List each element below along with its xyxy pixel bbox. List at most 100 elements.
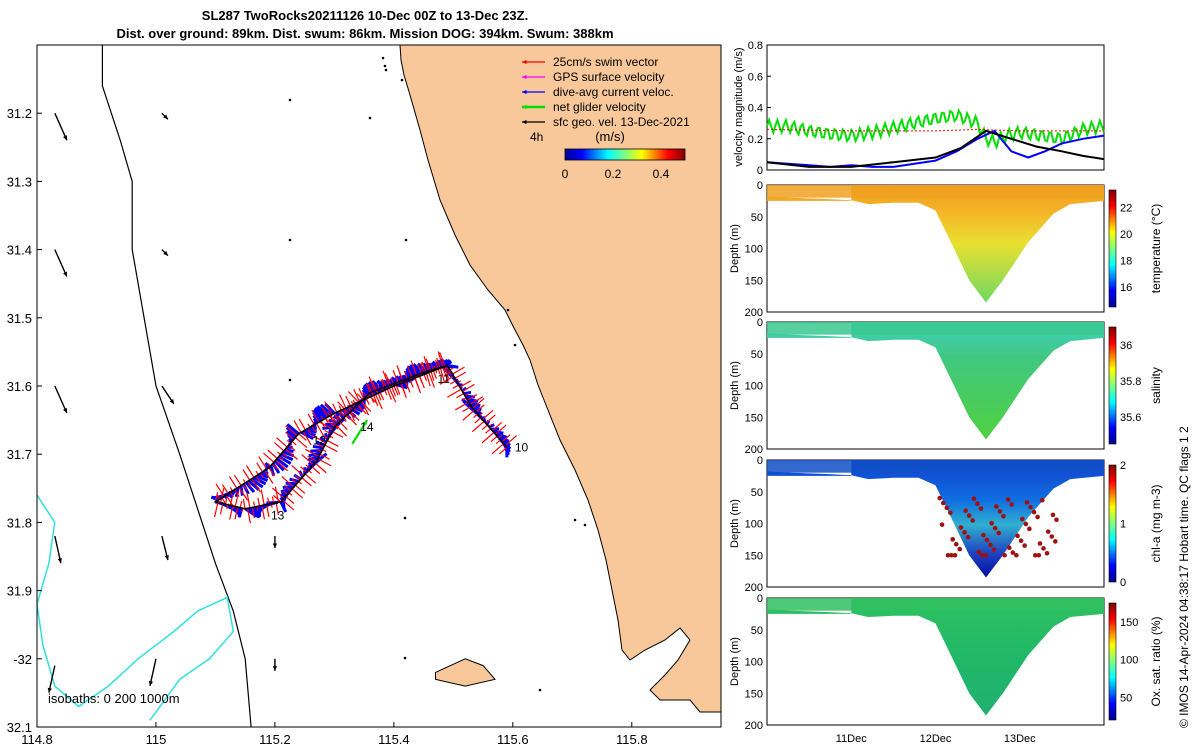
section-colorbar-tick-label: 150: [1120, 617, 1138, 629]
legend-label: 25cm/s swim vector: [553, 55, 658, 69]
velocity-y-tick-label: 0.4: [748, 103, 763, 115]
section-y-tick-label: 50: [751, 487, 763, 499]
track-day-label: 13: [271, 509, 285, 523]
chla-high-point: [971, 496, 977, 502]
coastline-land: [399, 45, 721, 713]
legend-symbol: [522, 59, 545, 65]
reef-dot: [381, 56, 385, 60]
chla-high-point: [944, 505, 950, 511]
section-surface-layer: [767, 185, 1104, 198]
velocity-ylabel: velocity magnitude (m/s): [733, 47, 745, 166]
map-y-tick-label: 31.7: [7, 447, 32, 462]
reef-dot: [403, 516, 407, 520]
section-colorbar-tick-label: 18: [1120, 255, 1132, 267]
reef-dot: [383, 64, 387, 68]
section-colorbar-tick-label: 36: [1120, 340, 1132, 352]
geo-velocity-arrow: [54, 249, 68, 277]
track-map: 10 11 12 13 14 isobaths: 0 200 1000m: [37, 45, 721, 727]
section-y-tick-label: 100: [745, 519, 763, 531]
reef-dot: [513, 343, 517, 347]
velocity-frame: [766, 44, 1105, 171]
section-colorbar-tick-label: 22: [1120, 202, 1132, 214]
geo-velocity-arrow: [161, 249, 169, 257]
chla-high-point: [1041, 546, 1046, 551]
isobath-label: isobaths: 0 200 1000m: [48, 691, 180, 706]
map-x-tick-label: 115.6: [497, 732, 529, 747]
section-colorbar-label: chl-a (mg m-3): [1149, 484, 1163, 562]
chla-high-point: [976, 549, 981, 555]
chla-high-point: [984, 537, 990, 543]
section-y-tick-label: 100: [745, 657, 763, 669]
chla-high-point: [1037, 541, 1043, 546]
velocity-y-tick-label: 0.2: [748, 134, 763, 146]
section-colorbar-label: temperature (°C): [1149, 204, 1163, 294]
chla-high-point: [1027, 526, 1032, 532]
section-colorbar: [1108, 602, 1117, 721]
map-y-tick-label: 31.3: [7, 174, 32, 189]
map-x-tick-label: 115: [146, 732, 167, 747]
chla-high-point: [1024, 499, 1030, 505]
section-field: [767, 322, 1104, 440]
velocity-series-line: [766, 128, 1104, 132]
chla-high-point: [1031, 509, 1037, 515]
chla-high-point: [979, 552, 985, 558]
section-y-tick-label: 200: [745, 444, 763, 456]
section-y-tick-label: 150: [745, 688, 763, 700]
reef-dot: [404, 238, 408, 242]
legend-symbol: [522, 74, 545, 80]
track-day-label: 10: [515, 440, 529, 454]
geo-velocity-arrow: [54, 535, 62, 564]
chla-high-point: [1001, 513, 1006, 519]
colorbar-tick-label: 0: [562, 167, 569, 181]
velocity-y-tick-label: 0.6: [748, 71, 763, 83]
map-x-tick-label: 115.8: [616, 732, 648, 747]
section-colorbar-tick-label: 35.8: [1120, 376, 1141, 388]
chla-high-point: [940, 500, 946, 506]
chla-high-point: [1053, 539, 1058, 544]
chla-high-point: [983, 552, 989, 558]
section-y-tick-label: 0: [757, 593, 763, 605]
section-field: [767, 185, 1104, 303]
chla-high-point: [1002, 552, 1007, 558]
reef-dot: [288, 98, 292, 102]
chla-high-point: [1007, 545, 1012, 550]
geo-velocity-arrow: [47, 665, 56, 693]
section-colorbar-tick-label: 35.6: [1120, 412, 1141, 424]
section-y-tick-label: 200: [745, 307, 763, 319]
legend-label: sfc geo. vel. 13-Dec-2021: [553, 115, 690, 129]
section-surface-layer: [767, 598, 1104, 611]
section-colorbar: [1108, 189, 1117, 308]
map-y-tick-label: 31.4: [7, 243, 32, 258]
chla-high-point: [937, 495, 943, 501]
legend-symbol: [522, 89, 545, 95]
chla-high-point: [1035, 514, 1040, 520]
chla-high-point: [939, 522, 945, 527]
map-y-tick-label: 31.6: [7, 379, 32, 394]
section-ylabel: Depth (m): [729, 499, 741, 548]
chla-high-point: [958, 525, 964, 530]
section-ylabel: Depth (m): [729, 224, 741, 273]
geo-velocity-arrow: [272, 536, 278, 549]
chla-high-point: [948, 510, 953, 516]
figure-title-line2: Dist. over ground: 89km. Dist. swum: 86k…: [116, 26, 614, 41]
chla-high-point: [1045, 529, 1051, 534]
section-y-tick-label: 200: [745, 720, 763, 732]
section-ylabel: Depth (m): [729, 637, 741, 686]
chla-high-point: [949, 552, 954, 558]
track-day-label: 11: [438, 372, 451, 386]
section-y-tick-label: 0: [757, 317, 763, 329]
geo-velocity-arrow: [161, 535, 169, 561]
time-x-tick-label: 11Dec: [836, 733, 867, 745]
legend-label: net glider velocity: [553, 100, 646, 114]
isobath-200m: [37, 494, 235, 721]
track-day-label: 12: [313, 434, 327, 448]
chla-high-point: [952, 552, 958, 558]
chla-high-point: [1049, 534, 1055, 539]
chla-high-point: [1044, 550, 1050, 556]
colorbar-tick-label: 0.4: [653, 167, 670, 181]
colorbar: [564, 148, 686, 161]
section-y-tick-label: 0: [757, 455, 763, 467]
chla-high-point: [992, 525, 998, 531]
section-field: [767, 460, 1104, 578]
legend-symbol: [522, 104, 545, 110]
